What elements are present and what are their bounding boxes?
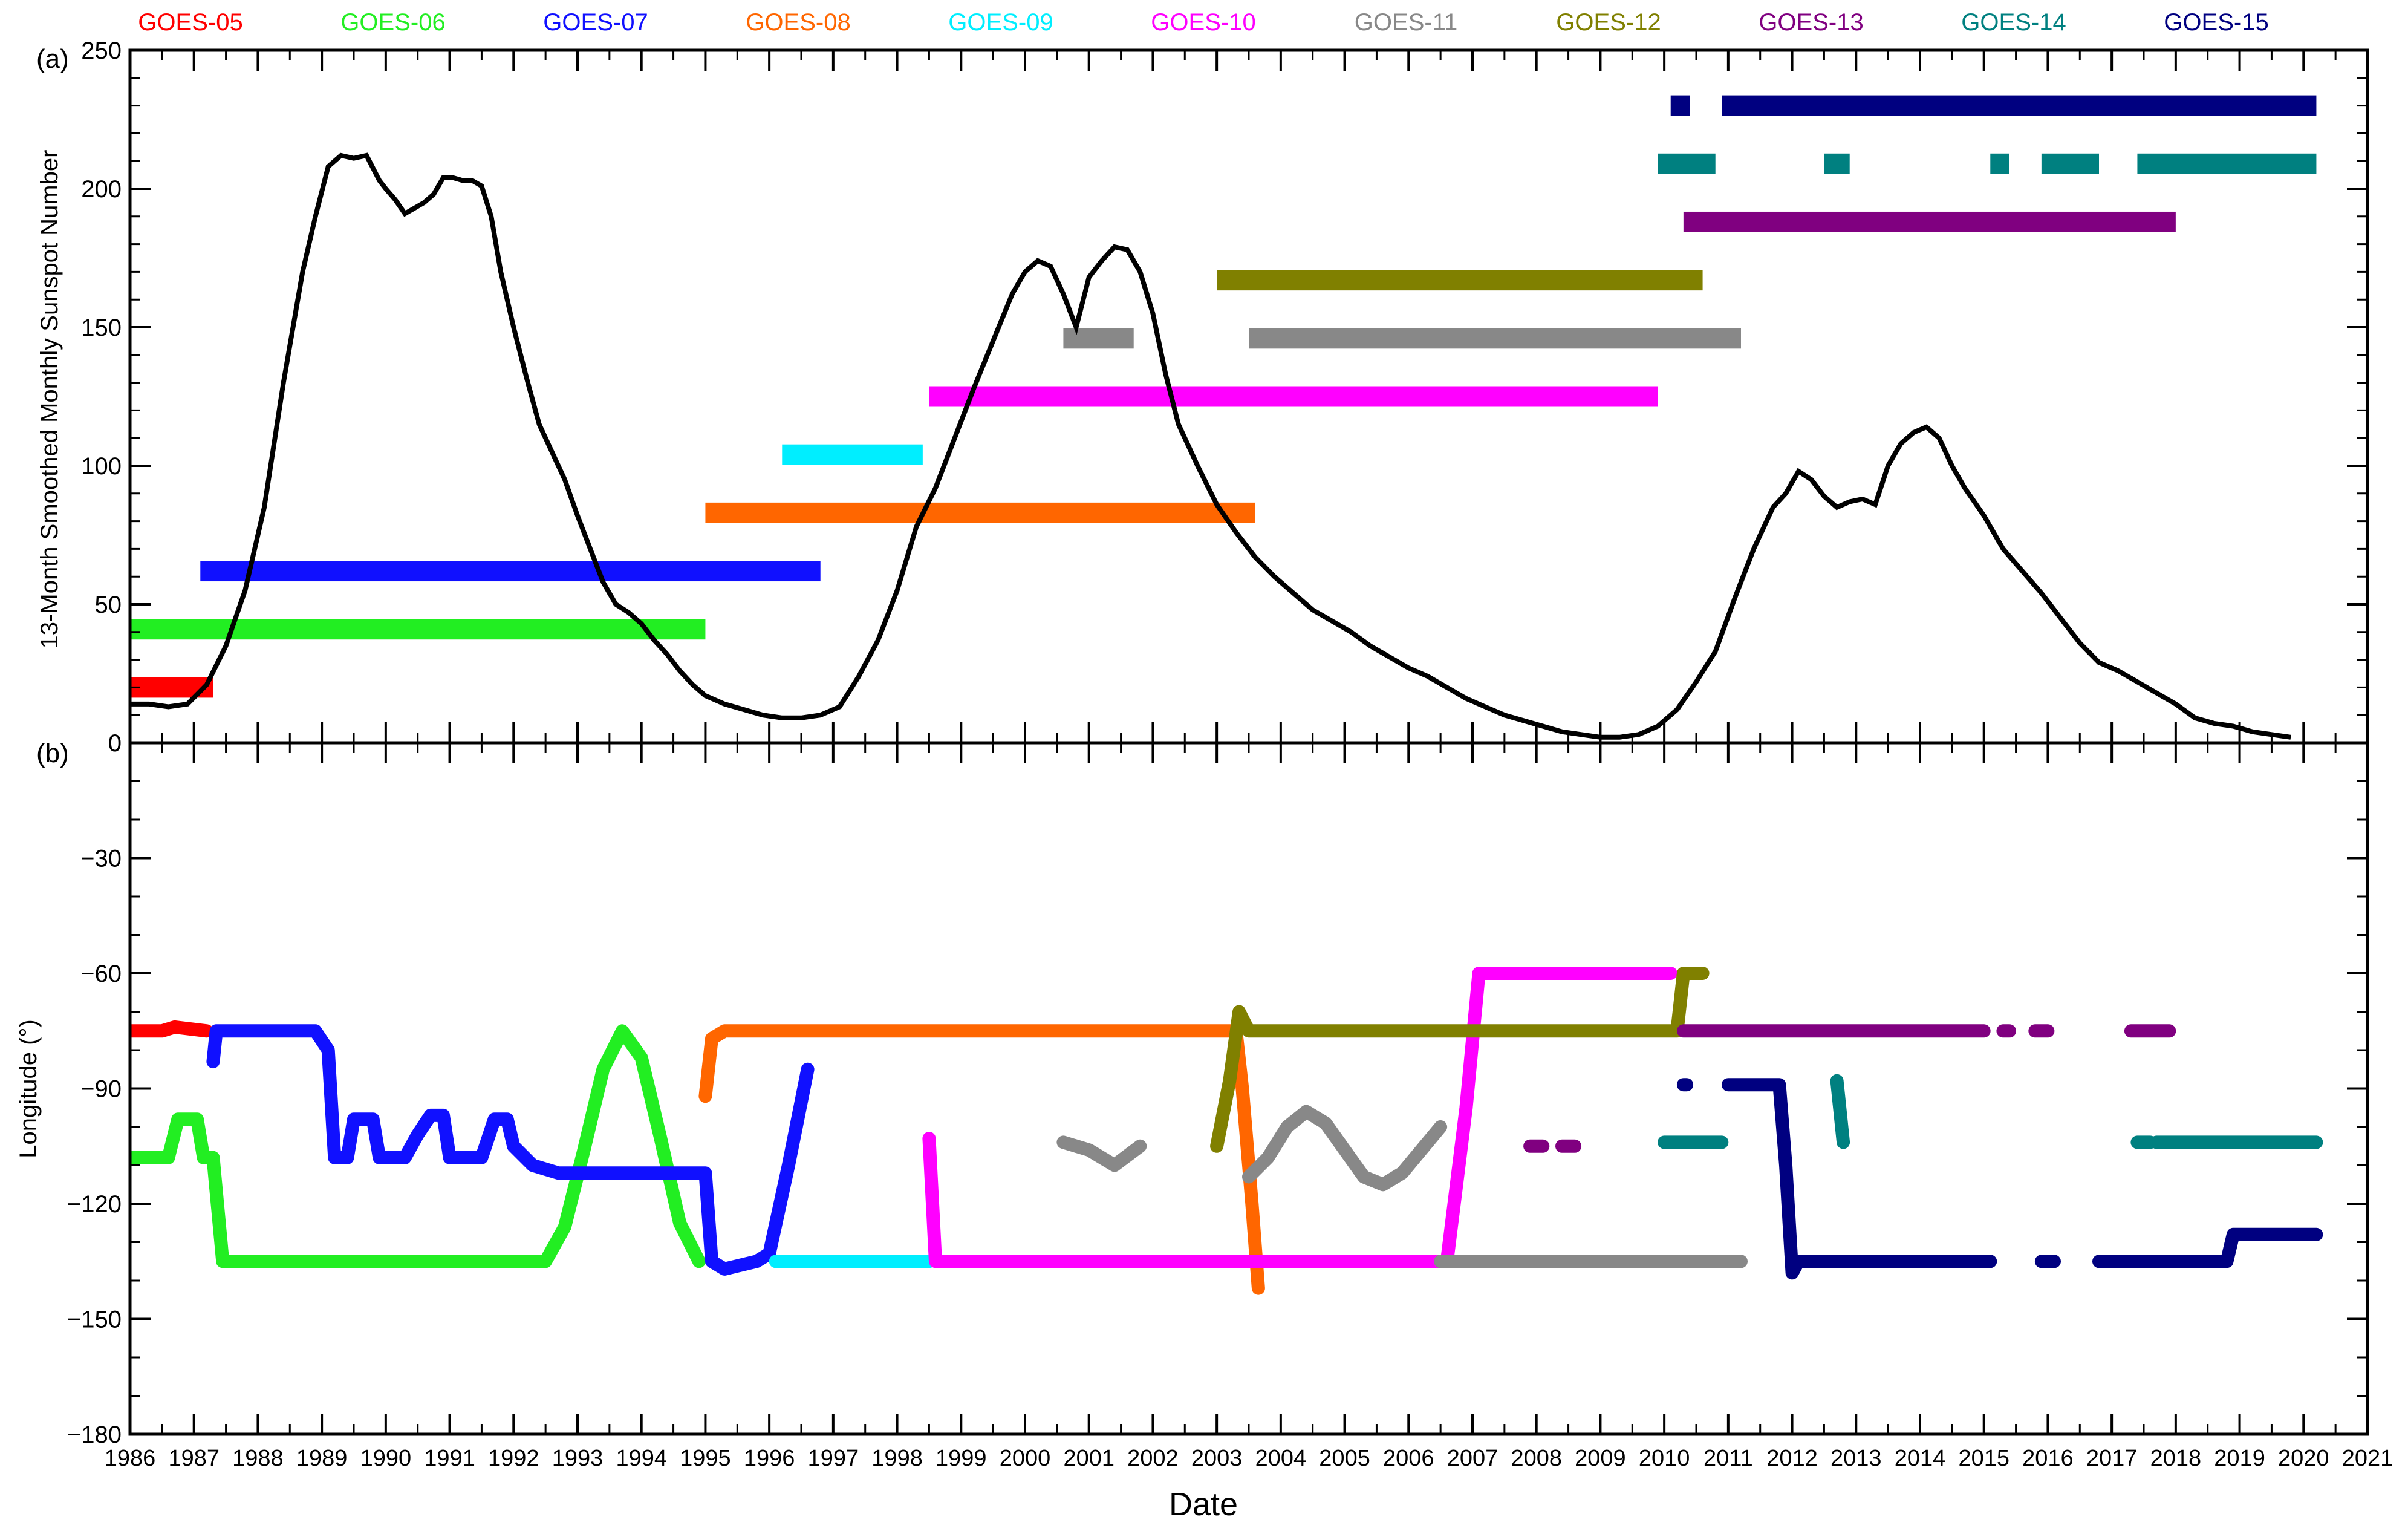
operation-bar-goes-10 — [929, 386, 1658, 407]
legend-item-goes-07: GOES-07 — [543, 9, 648, 36]
panel-a-ylabel: 13-Month Smoothed Monthly Sunspot Number — [36, 150, 63, 649]
legend-item-goes-13: GOES-13 — [1759, 9, 1863, 36]
x-tick-label: 1987 — [168, 1446, 220, 1471]
x-tick-label: 1999 — [936, 1446, 987, 1471]
operation-bar-goes-14 — [2041, 153, 2099, 174]
legend-item-goes-09: GOES-09 — [948, 9, 1053, 36]
longitude-track-goes-06 — [130, 1024, 706, 1268]
operation-bar-goes-15 — [1670, 95, 1690, 116]
operation-bar-goes-14 — [1990, 153, 2009, 174]
operation-bar-goes-13 — [1683, 211, 2176, 232]
x-tick-label: 2006 — [1383, 1446, 1434, 1471]
longitude-track-goes-05 — [130, 1020, 213, 1038]
x-tick-label: 1993 — [552, 1446, 604, 1471]
x-tick-label: 1998 — [871, 1446, 923, 1471]
x-tick-label: 2013 — [1830, 1446, 1882, 1471]
x-tick-label: 2010 — [1639, 1446, 1690, 1471]
legend-item-goes-15: GOES-15 — [2164, 9, 2268, 36]
legend-item-goes-11: GOES-11 — [1355, 9, 1457, 36]
longitude-track-goes-15 — [2092, 1227, 2323, 1268]
longitude-track-goes-12 — [1210, 967, 1710, 1153]
longitude-track-goes-15 — [1721, 1078, 1997, 1280]
operation-bar-goes-14 — [2137, 153, 2317, 174]
x-tick-label: 2017 — [2086, 1446, 2138, 1471]
panel-a-label: (a) — [36, 44, 69, 74]
legend-item-goes-05: GOES-05 — [138, 9, 242, 36]
longitude-track-goes-10 — [922, 967, 1677, 1268]
x-tick-label: 2015 — [1958, 1446, 2009, 1471]
x-tick-label: 2021 — [2342, 1446, 2393, 1471]
x-tick-label: 1996 — [744, 1446, 795, 1471]
sunspot-curve — [130, 152, 2291, 740]
operation-bar-goes-06 — [130, 619, 706, 640]
x-tick-label: 2001 — [1063, 1446, 1115, 1471]
a-ytick-label: 200 — [81, 176, 122, 203]
operation-bar-goes-09 — [782, 444, 923, 465]
x-tick-label: 1997 — [808, 1446, 859, 1471]
b-ytick-label: −120 — [67, 1191, 122, 1218]
x-tick-label: 1994 — [616, 1446, 667, 1471]
legend-item-goes-08: GOES-08 — [746, 9, 850, 36]
x-tick-label: 2008 — [1511, 1446, 1562, 1471]
x-tick-label: 2005 — [1319, 1446, 1370, 1471]
x-tick-label: 2018 — [2150, 1446, 2202, 1471]
x-tick-label: 2007 — [1447, 1446, 1498, 1471]
x-tick-label: 1988 — [232, 1446, 284, 1471]
b-ytick-label: −60 — [80, 961, 122, 987]
legend-item-goes-14: GOES-14 — [1961, 9, 2066, 36]
x-tick-label: 1992 — [488, 1446, 539, 1471]
longitude-track-goes-14 — [1830, 1074, 1850, 1149]
b-ytick-label: 0 — [108, 730, 122, 757]
panel-b-ylabel: Longitude (°) — [15, 1019, 42, 1158]
x-tick-label: 2004 — [1255, 1446, 1307, 1471]
x-tick-label: 2020 — [2278, 1446, 2329, 1471]
x-tick-label: 2016 — [2022, 1446, 2074, 1471]
x-tick-label: 1990 — [360, 1446, 412, 1471]
x-tick-label: 2019 — [2214, 1446, 2265, 1471]
x-axis-label: Date — [1169, 1486, 1238, 1523]
legend-item-goes-12: GOES-12 — [1556, 9, 1661, 36]
operation-bar-goes-14 — [1824, 153, 1850, 174]
operation-bar-goes-15 — [1722, 95, 2317, 116]
operation-bar-goes-08 — [705, 502, 1255, 523]
x-tick-label: 2014 — [1895, 1446, 1946, 1471]
x-tick-label: 2003 — [1191, 1446, 1243, 1471]
operation-bar-goes-11 — [1063, 328, 1134, 349]
legend-item-goes-10: GOES-10 — [1151, 9, 1255, 36]
b-ytick-label: −180 — [67, 1422, 122, 1448]
x-tick-label: 1986 — [105, 1446, 156, 1471]
b-ytick-label: −90 — [80, 1076, 122, 1103]
longitude-track-goes-07 — [206, 1024, 815, 1276]
x-tick-label: 1995 — [680, 1446, 731, 1471]
operation-bar-goes-14 — [1658, 153, 1716, 174]
longitude-track-goes-11 — [1056, 1135, 1147, 1172]
x-tick-label: 2000 — [1000, 1446, 1051, 1471]
b-ytick-label: −30 — [80, 846, 122, 872]
a-ytick-label: 0 — [108, 730, 122, 757]
x-tick-label: 2012 — [1766, 1446, 1818, 1471]
a-ytick-label: 50 — [95, 592, 122, 618]
a-ytick-label: 150 — [81, 315, 122, 341]
operation-bar-goes-07 — [200, 561, 821, 582]
x-tick-label: 1991 — [424, 1446, 475, 1471]
legend-item-goes-06: GOES-06 — [340, 9, 445, 36]
a-ytick-label: 100 — [81, 453, 122, 480]
a-ytick-label: 250 — [81, 38, 122, 64]
operation-bar-goes-12 — [1217, 270, 1703, 291]
x-tick-label: 2009 — [1575, 1446, 1626, 1471]
x-tick-label: 2002 — [1127, 1446, 1179, 1471]
sunspot-panel: 0 50 100 150 200 250 (a) 13-Month Smoothed Mo… — [36, 38, 2369, 757]
x-tick-label: 2011 — [1703, 1446, 1753, 1471]
panel-b-label: (b) — [36, 739, 69, 768]
operation-bar-goes-11 — [1249, 328, 1741, 349]
x-tick-label: 1989 — [296, 1446, 348, 1471]
satellite-legend: GOES-05 GOES-06 GOES-07 GOES-08 GOES-09 GOES-… — [138, 9, 2268, 36]
longitude-track-goes-11 — [1242, 1105, 1448, 1192]
b-ytick-label: −150 — [67, 1307, 122, 1333]
